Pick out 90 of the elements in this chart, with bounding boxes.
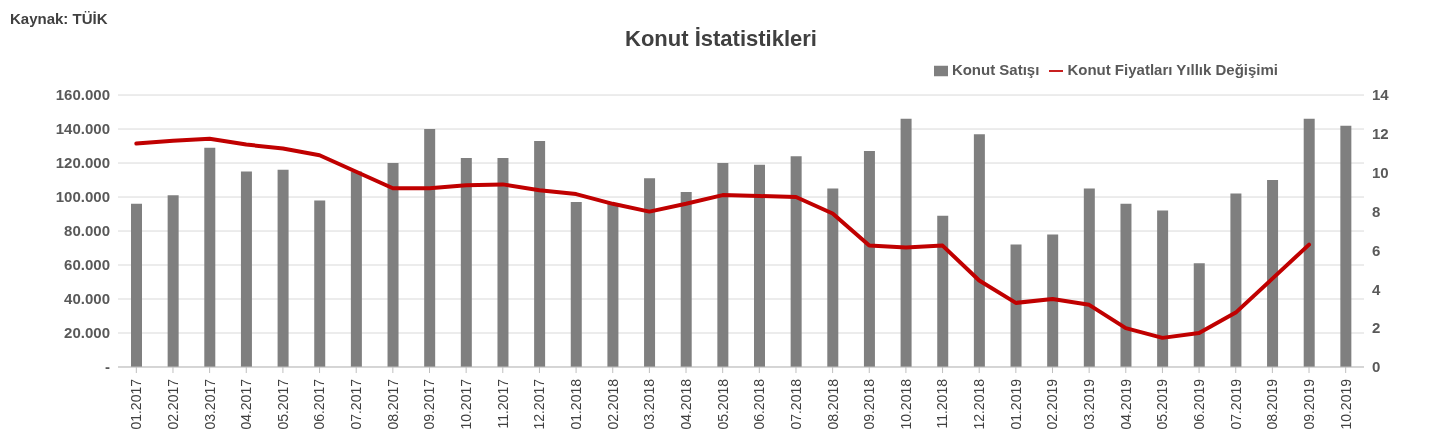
y2-tick-label: 10 — [1372, 164, 1389, 182]
bar — [534, 140, 546, 367]
x-tick-label: 10.2017 — [458, 378, 475, 430]
y-tick-label: 60.000 — [64, 256, 110, 274]
x-tick-label: 08.2019 — [1264, 378, 1281, 430]
x-tick-label: 09.2017 — [421, 378, 438, 430]
bar — [350, 171, 362, 367]
x-tick-label: 04.2017 — [238, 378, 255, 430]
bar — [973, 134, 985, 367]
bar — [1193, 263, 1205, 367]
text: Kaynak: TÜİK — [10, 10, 108, 27]
x-tick-label: 04.2019 — [1117, 378, 1134, 430]
chart-title: Konut İstatistikleri — [624, 26, 818, 52]
bar — [314, 200, 326, 367]
y2-tick-label: 2 — [1372, 319, 1381, 337]
x-tick-label: 05.2017 — [274, 378, 291, 430]
x-tick-label: 01.2017 — [128, 378, 145, 430]
legend-label: Konut Fiyatları Yıllık Değişimi — [1067, 61, 1278, 78]
bar — [1230, 193, 1242, 367]
bar — [717, 163, 729, 367]
y-tick-label: 80.000 — [64, 222, 110, 240]
bar — [1267, 180, 1279, 367]
y2-tick-label: 4 — [1372, 280, 1381, 298]
bar — [1340, 125, 1352, 367]
bar — [754, 164, 765, 367]
bar — [1083, 188, 1095, 367]
x-tick-label: 04.2018 — [677, 378, 694, 430]
x-tick-label: 03.2017 — [201, 378, 218, 430]
x-tick-label: 03.2018 — [641, 378, 658, 430]
bar — [204, 147, 216, 367]
y-tick-label: 140.000 — [55, 120, 110, 138]
bar — [1047, 234, 1059, 367]
bar — [131, 203, 142, 367]
x-tick-label: 10.2019 — [1337, 378, 1354, 430]
y-tick-label: 120.000 — [55, 154, 110, 172]
y-tick-label: - — [105, 358, 110, 376]
bar — [387, 163, 399, 367]
y2-tick-label: 0 — [1372, 358, 1381, 376]
x-tick-label: 07.2018 — [787, 378, 804, 430]
x-tick-label: 01.2019 — [1007, 378, 1024, 430]
x-tick-label: 01.2018 — [568, 378, 585, 430]
bar — [863, 151, 875, 367]
x-tick-label: 11.2018 — [934, 378, 951, 429]
x-tick-label: 02.2017 — [164, 378, 181, 430]
x-tick-label: 03.2019 — [1081, 378, 1098, 430]
bar — [240, 171, 252, 367]
x-tick-label: 02.2018 — [604, 378, 621, 430]
x-tick-label: 08.2018 — [824, 378, 841, 430]
x-tick-label: 06.2019 — [1191, 378, 1208, 430]
x-tick-label: 07.2017 — [348, 378, 365, 430]
x-tick-label: 05.2018 — [714, 378, 731, 430]
bar — [167, 195, 179, 367]
x-tick-label: 08.2017 — [384, 378, 401, 430]
x-tick-label: 02.2019 — [1044, 378, 1061, 430]
bar — [570, 202, 582, 367]
bar — [1303, 118, 1315, 367]
x-tick-label: 10.2018 — [897, 378, 914, 430]
bar — [680, 191, 692, 367]
x-tick-label: 05.2019 — [1154, 378, 1171, 430]
y-tick-label: 40.000 — [64, 290, 110, 308]
bar — [644, 178, 656, 367]
x-tick-label: 12.2018 — [971, 378, 988, 430]
bar — [1120, 203, 1132, 367]
y-tick-label: 20.000 — [64, 324, 110, 342]
bar — [790, 156, 802, 367]
bar — [460, 157, 472, 367]
y-tick-label: 100.000 — [55, 188, 110, 206]
x-tick-label: 12.2017 — [531, 378, 548, 430]
x-tick-label: 09.2018 — [861, 378, 878, 430]
y-tick-label: 160.000 — [55, 86, 110, 104]
x-tick-label: 06.2017 — [311, 378, 328, 430]
y2-tick-label: 14 — [1372, 86, 1390, 104]
x-tick-label: 09.2019 — [1300, 378, 1317, 430]
bar — [827, 188, 839, 367]
bar — [277, 169, 289, 367]
legend-label: Konut Satışı — [951, 61, 1040, 78]
x-tick-label: 11.2017 — [494, 378, 511, 429]
y2-tick-label: 8 — [1372, 202, 1381, 220]
bar — [497, 157, 509, 367]
line-series — [134, 136, 1312, 340]
bar — [424, 129, 436, 367]
bar — [900, 118, 912, 367]
bar — [937, 215, 949, 367]
bar — [607, 203, 619, 367]
x-tick-label: 07.2019 — [1227, 378, 1244, 430]
y2-tick-label: 6 — [1372, 241, 1381, 259]
y2-tick-label: 12 — [1372, 125, 1389, 143]
x-tick-label: 06.2018 — [751, 378, 768, 430]
bar — [1010, 244, 1022, 367]
bar — [1157, 210, 1169, 367]
